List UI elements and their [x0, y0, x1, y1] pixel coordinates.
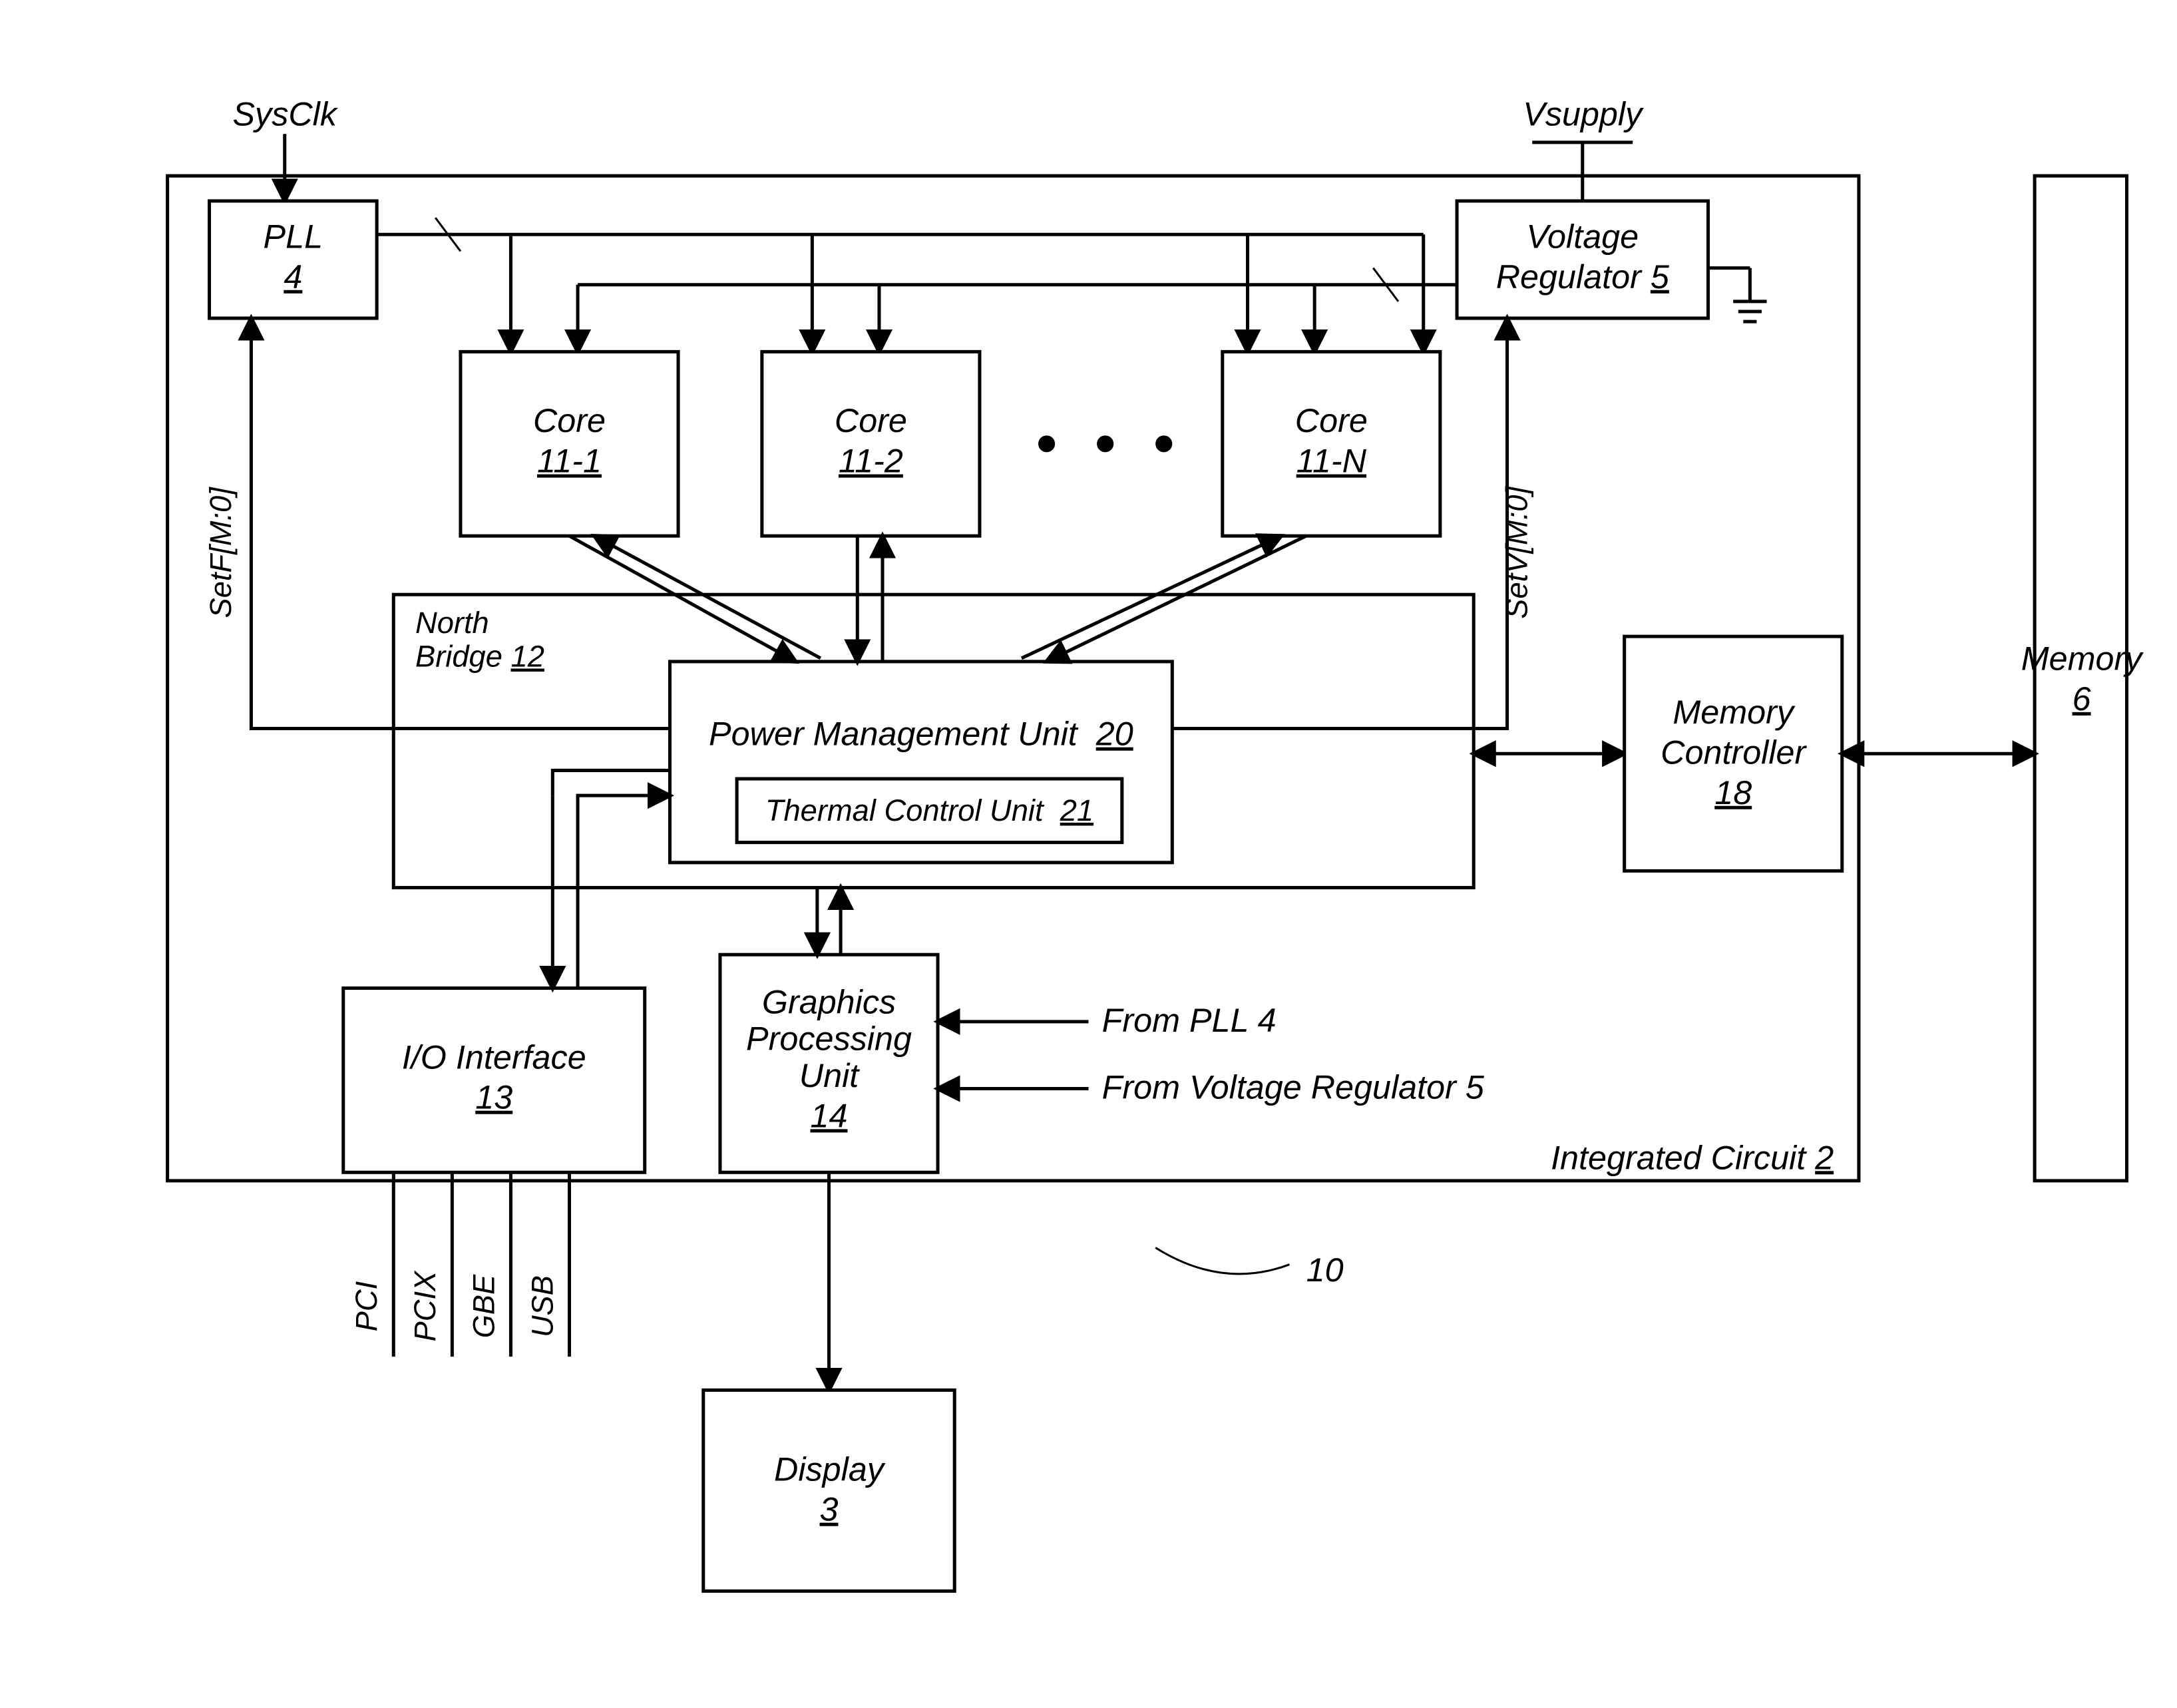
- setv-label: SetV[M:0]: [1500, 486, 1534, 619]
- io-ref: 13: [475, 1078, 512, 1116]
- sysclk-label: SysClk: [232, 95, 338, 133]
- core2-label: Core: [835, 401, 907, 439]
- memory-label: Memory: [2021, 639, 2144, 677]
- gpu-ref: 14: [811, 1096, 848, 1134]
- display-ref: 3: [820, 1490, 839, 1528]
- ellipsis-dot: [1097, 435, 1113, 452]
- io-label: I/O Interface: [402, 1038, 586, 1076]
- gpu-l3: Unit: [799, 1056, 860, 1094]
- northbridge-label1: North: [415, 606, 489, 640]
- from-vreg-label: From Voltage Regulator 5: [1102, 1068, 1485, 1106]
- io-port-pci: PCI: [349, 1281, 383, 1331]
- ellipsis-dot: [1155, 435, 1172, 452]
- vreg-label1: Voltage: [1526, 217, 1639, 255]
- setf-label: SetF[M:0]: [204, 487, 238, 618]
- io-port-gbe: GBE: [467, 1274, 500, 1338]
- memory-ref: 6: [2073, 680, 2091, 718]
- northbridge-label2: Bridge 12: [415, 639, 544, 673]
- core1-label: Core: [533, 401, 606, 439]
- pmu-label: Power Management Unit 20: [709, 715, 1133, 753]
- ellipsis-dot: [1038, 435, 1055, 452]
- chip-id: 10: [1306, 1251, 1344, 1289]
- pll-ref: 4: [284, 258, 302, 296]
- memctrl-l1: Memory: [1673, 693, 1796, 731]
- memory-block: [2035, 176, 2126, 1181]
- ic-label: Integrated Circuit 2: [1551, 1138, 1834, 1176]
- vsupply-label: Vsupply: [1523, 95, 1644, 133]
- coren-label: Core: [1295, 401, 1368, 439]
- core1-ref: 11-1: [537, 442, 602, 480]
- gpu-l2: Processing: [746, 1020, 912, 1058]
- memctrl-ref: 18: [1714, 773, 1752, 811]
- diagram-root: Integrated Circuit 2 Memory 6 SysClk PLL…: [0, 0, 2177, 1708]
- coren-ref: 11-N: [1296, 442, 1367, 480]
- tcu-label: Thermal Control Unit 21: [765, 793, 1093, 827]
- io-port-usb: USB: [525, 1275, 559, 1337]
- memctrl-l2: Controller: [1661, 733, 1807, 771]
- vreg-label2: Regulator 5: [1496, 258, 1670, 296]
- display-label: Display: [774, 1450, 886, 1488]
- io-port-pcix: PCIX: [408, 1270, 442, 1341]
- gpu-l1: Graphics: [762, 982, 896, 1020]
- core2-ref: 11-2: [839, 442, 903, 480]
- from-pll-label: From PLL 4: [1102, 1001, 1277, 1039]
- pll-label: PLL: [264, 217, 323, 255]
